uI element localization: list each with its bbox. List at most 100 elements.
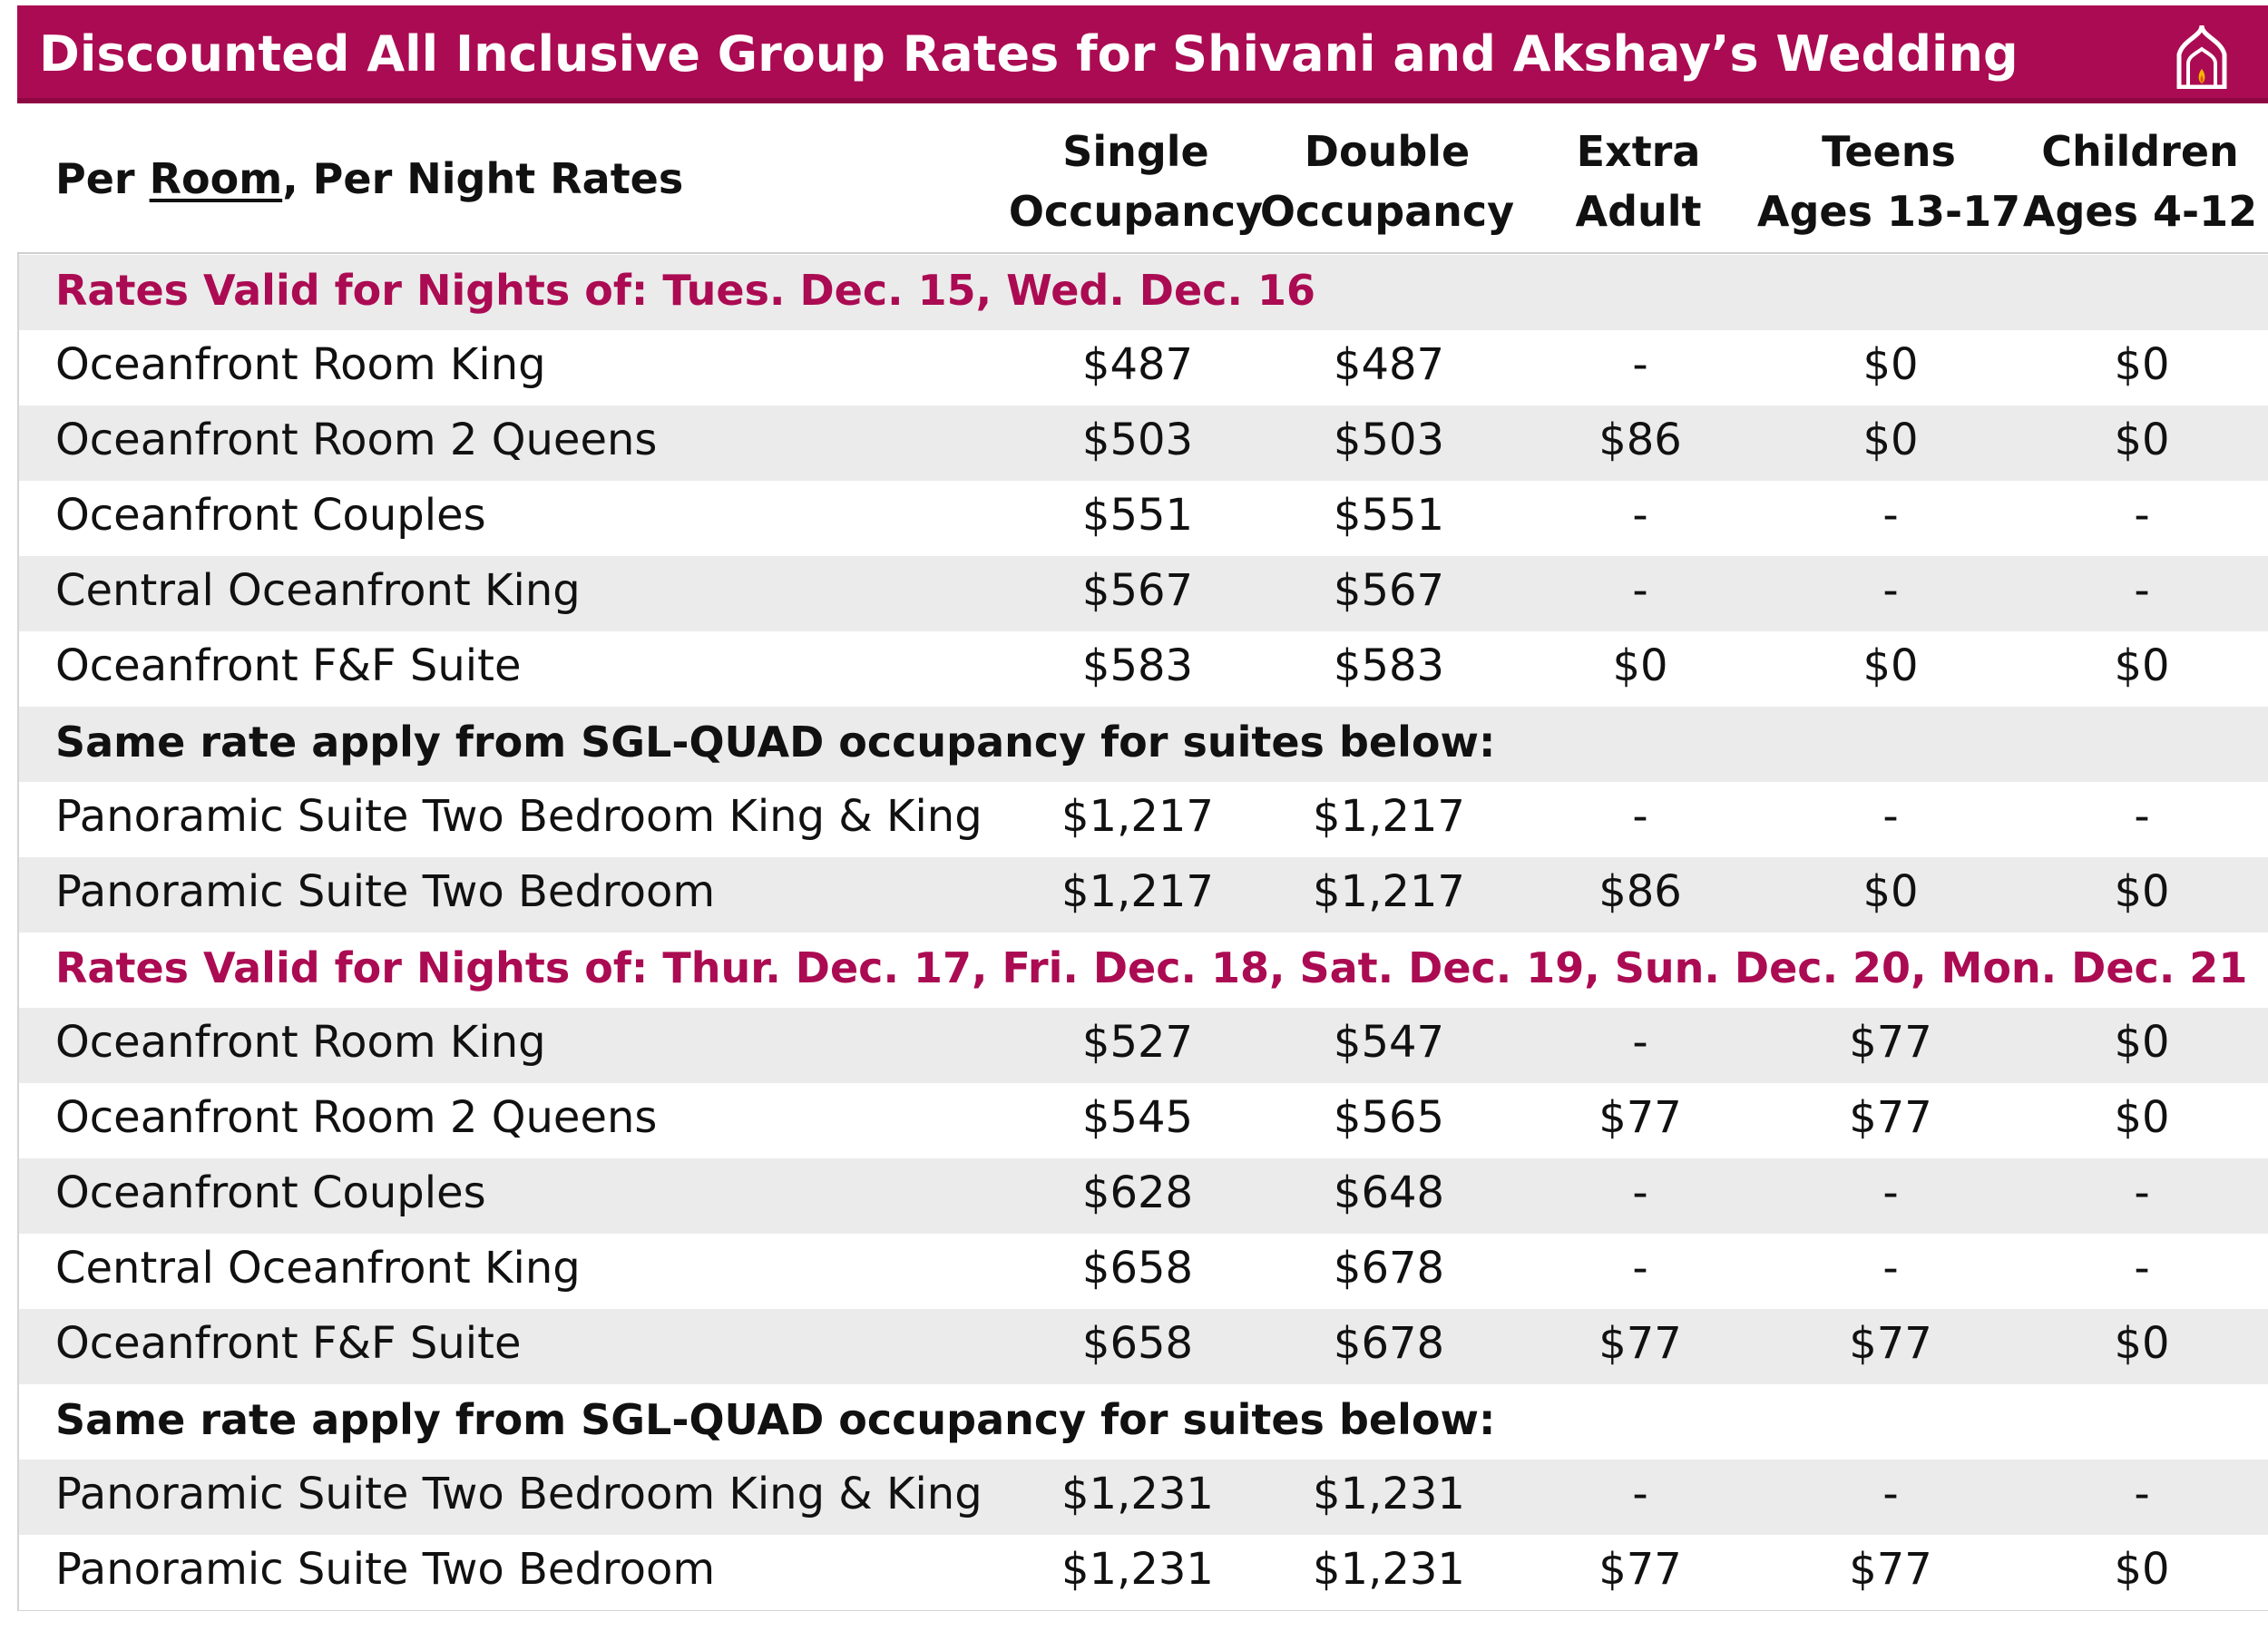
rate-cell: $1,231 <box>1061 1469 1214 1519</box>
room-type: Oceanfront F&F Suite <box>55 640 522 691</box>
column-header-line: Adult <box>1575 187 1702 236</box>
rate-cell: $628 <box>1081 1167 1194 1218</box>
column-header-double: Double Occupancy <box>1251 122 1523 241</box>
rate-cell: $545 <box>1081 1092 1194 1143</box>
room-type: Oceanfront Couples <box>55 490 486 541</box>
rate-cell: $0 <box>2114 866 2170 917</box>
section-title: Rates Valid for Nights of: Thur. Dec. 17… <box>55 943 2248 992</box>
rate-cell: $86 <box>1598 415 1682 465</box>
rate-cell: $1,231 <box>1313 1544 1465 1595</box>
room-type: Oceanfront Room King <box>55 1017 546 1068</box>
room-type: Panoramic Suite Two Bedroom <box>55 1544 716 1595</box>
rate-cell: $0 <box>2114 1544 2170 1595</box>
room-type: Oceanfront Couples <box>55 1167 486 1218</box>
column-header-line: Extra <box>1576 127 1701 176</box>
rate-cell: $678 <box>1333 1243 1445 1294</box>
rate-cell: $565 <box>1333 1092 1445 1143</box>
rate-cell: $567 <box>1333 565 1445 616</box>
rate-cell: $583 <box>1333 640 1445 691</box>
table-row: Oceanfront Couples $551 $551 - - - <box>19 481 2268 556</box>
rate-cell: $503 <box>1333 415 1445 465</box>
table-row: Panoramic Suite Two Bedroom King & King $… <box>19 782 2268 857</box>
room-type: Panoramic Suite Two Bedroom <box>55 866 716 917</box>
section-header-row: Rates Valid for Nights of: Thur. Dec. 17… <box>19 933 2268 1008</box>
room-type: Oceanfront F&F Suite <box>55 1318 522 1369</box>
column-header-line: Occupancy <box>1008 187 1264 236</box>
rate-cell: $547 <box>1333 1017 1445 1068</box>
room-type: Central Oceanfront King <box>55 1243 581 1294</box>
header-label-suffix: , Per Night Rates <box>282 154 684 203</box>
rate-cell: $0 <box>2114 1092 2170 1143</box>
rate-cell: - <box>1882 490 1899 541</box>
rate-cell: $1,217 <box>1061 866 1214 917</box>
rate-cell: $77 <box>1849 1544 1932 1595</box>
table-row: Panoramic Suite Two Bedroom $1,217 $1,217 $… <box>19 857 2268 933</box>
column-header-children: Children Ages 4-12 <box>2004 122 2268 241</box>
room-type: Oceanfront Room King <box>55 339 546 390</box>
rate-cell: - <box>1632 1017 1648 1068</box>
column-header-line: Occupancy <box>1259 187 1515 236</box>
header-label: Per Room, Per Night Rates <box>55 154 683 203</box>
column-header-line: Double <box>1304 127 1471 176</box>
column-header-extra-adult: Extra Adult <box>1502 122 1774 241</box>
rate-cell: $487 <box>1333 339 1445 390</box>
rate-cell: $0 <box>1862 866 1919 917</box>
rate-cell: $1,231 <box>1061 1544 1214 1595</box>
rate-cell: $0 <box>1862 339 1919 390</box>
rate-table: Rates Valid for Nights of: Tues. Dec. 15… <box>19 255 2268 1610</box>
rate-cell: $658 <box>1081 1243 1194 1294</box>
rate-cell: - <box>1632 1469 1648 1519</box>
table-row: Panoramic Suite Two Bedroom $1,231 $1,231 $… <box>19 1535 2268 1610</box>
rate-cell: $0 <box>2114 415 2170 465</box>
rate-cell: $0 <box>2114 640 2170 691</box>
rate-cell: $0 <box>1862 640 1919 691</box>
rate-cell: - <box>1882 565 1899 616</box>
rate-cell: $527 <box>1081 1017 1194 1068</box>
table-header: Per Room, Per Night Rates Single Occupanc… <box>17 103 2268 254</box>
rate-cell: - <box>1882 1469 1899 1519</box>
rate-cell: $0 <box>1612 640 1668 691</box>
rate-cell: $0 <box>2114 339 2170 390</box>
room-type: Oceanfront Room 2 Queens <box>55 1092 658 1143</box>
room-type: Central Oceanfront King <box>55 565 581 616</box>
table-row: Oceanfront F&F Suite $658 $678 $77 $77 $0 <box>19 1309 2268 1384</box>
rate-cell: $0 <box>2114 1017 2170 1068</box>
column-header-line: Single <box>1062 127 1209 176</box>
rate-cell: $583 <box>1081 640 1194 691</box>
rate-cell: - <box>1632 490 1648 541</box>
table-row: Oceanfront Couples $628 $648 - - - <box>19 1158 2268 1234</box>
table-row: Oceanfront Room 2 Queens $545 $565 $77 $77 $0 <box>19 1083 2268 1158</box>
rate-cell: $1,217 <box>1313 791 1465 842</box>
rate-cell: - <box>2134 1243 2150 1294</box>
rate-cell: - <box>1632 1167 1648 1218</box>
table-row: Oceanfront Room King $487 $487 - $0 $0 <box>19 330 2268 405</box>
rate-cell: - <box>1632 791 1648 842</box>
rate-cell: $77 <box>1849 1318 1932 1369</box>
table-row: Central Oceanfront King $567 $567 - - - <box>19 556 2268 631</box>
rate-cell: $77 <box>1598 1318 1682 1369</box>
table-row: Oceanfront Room King $527 $547 - $77 $0 <box>19 1008 2268 1083</box>
table-row: Central Oceanfront King $658 $678 - - - <box>19 1234 2268 1309</box>
header-label-room: Room <box>149 154 283 203</box>
rate-cell: $567 <box>1081 565 1194 616</box>
title-banner: Discounted All Inclusive Group Rates for… <box>17 5 2268 103</box>
rate-cell: - <box>1632 565 1648 616</box>
room-type: Panoramic Suite Two Bedroom King & King <box>55 791 982 842</box>
header-label-prefix: Per <box>55 154 150 203</box>
rate-cell: $551 <box>1081 490 1194 541</box>
table-row: Oceanfront F&F Suite $583 $583 $0 $0 $0 <box>19 631 2268 707</box>
rate-cell: - <box>1882 1167 1899 1218</box>
rate-cell: $1,217 <box>1061 791 1214 842</box>
rate-cell: $77 <box>1598 1092 1682 1143</box>
table-row: Oceanfront Room 2 Queens $503 $503 $86 $0 $0 <box>19 405 2268 481</box>
note-text: Same rate apply from SGL-QUAD occupancy … <box>55 718 1496 767</box>
rate-cell: - <box>2134 791 2150 842</box>
rate-cell: $0 <box>1862 415 1919 465</box>
rate-cell: - <box>1882 1243 1899 1294</box>
rate-cell: $503 <box>1081 415 1194 465</box>
rate-cell: $77 <box>1849 1017 1932 1068</box>
rate-cell: - <box>1632 339 1648 390</box>
rate-cell: - <box>2134 1469 2150 1519</box>
table-row: Panoramic Suite Two Bedroom King & King $… <box>19 1460 2268 1535</box>
room-type: Panoramic Suite Two Bedroom King & King <box>55 1469 982 1519</box>
